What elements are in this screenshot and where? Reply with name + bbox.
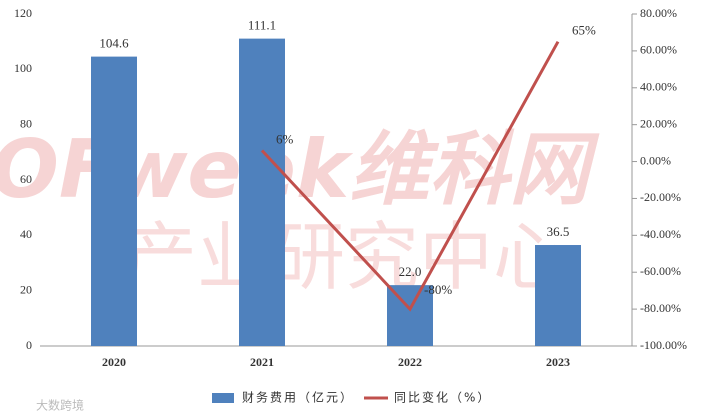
line [260, 40, 560, 312]
y2-tick-label: -80.00% [640, 301, 681, 315]
source-logo: 大数跨境 [36, 398, 84, 413]
x-tick-label: 2021 [250, 355, 274, 369]
watermark: 产业研究中心 [123, 215, 567, 301]
line-value-label: 65% [572, 23, 596, 38]
x-tick-label: 2020 [102, 355, 126, 369]
x-tick-label: 2022 [398, 355, 422, 369]
y-tick-label: 80 [20, 116, 32, 130]
legend-label: 同比变化（%） [394, 390, 491, 405]
y-tick-label: 120 [14, 6, 32, 20]
y2-tick-label: 40.00% [640, 80, 677, 94]
y-tick-label: 40 [20, 227, 32, 241]
line-value-label: -80% [424, 282, 452, 297]
y2-tick-label: -40.00% [640, 227, 681, 241]
y2-tick-label: -60.00% [640, 264, 681, 278]
legend-label: 财务费用（亿元） [242, 390, 354, 405]
y2-tick-label: 60.00% [640, 43, 677, 57]
line-value-label: 6% [276, 131, 294, 146]
x-tick-label: 2023 [546, 355, 570, 369]
y-tick-label: 20 [20, 282, 32, 296]
y2-tick-label: -100.00% [640, 338, 687, 352]
y-tick-label: 100 [14, 61, 32, 75]
bar-value-label: 36.5 [547, 224, 570, 239]
bar [239, 38, 285, 347]
y2-tick-label: 80.00% [640, 6, 677, 20]
watermark: OFweek维科网 [0, 123, 600, 216]
y-tick-label: 0 [26, 338, 32, 352]
bar-value-label: 111.1 [248, 18, 276, 33]
bar-value-label: 104.6 [99, 36, 129, 51]
bar [535, 245, 581, 346]
bar [91, 56, 137, 347]
bar [387, 285, 433, 346]
bar-value-label: 22.0 [399, 264, 422, 279]
y2-tick-label: 0.00% [640, 153, 671, 167]
legend-swatch [212, 393, 234, 403]
y2-tick-label: -20.00% [640, 190, 681, 204]
y-tick-label: 60 [20, 172, 32, 186]
y2-tick-label: 20.00% [640, 116, 677, 130]
